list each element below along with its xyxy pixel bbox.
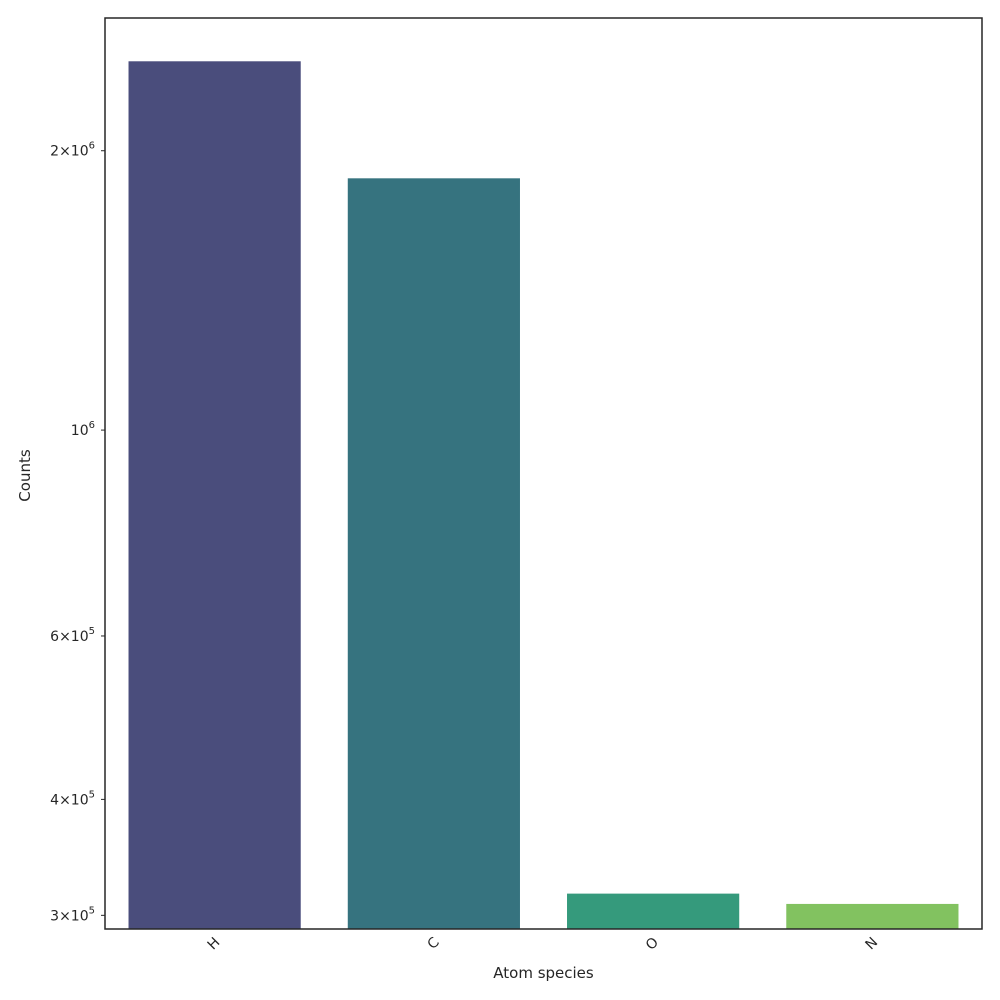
plot-frame xyxy=(104,17,983,930)
bar-C xyxy=(346,177,521,930)
y-tick-label: 3×105 xyxy=(50,905,95,924)
x-tick-label: H xyxy=(205,935,224,954)
bar-N xyxy=(785,902,960,930)
y-axis-label: Counts xyxy=(16,449,34,502)
bars-group xyxy=(127,60,960,930)
bar-O xyxy=(566,892,741,930)
x-tick-label: O xyxy=(643,935,662,954)
x-axis-label: Atom species xyxy=(493,964,594,982)
y-tick-label: 106 xyxy=(71,420,95,439)
x-tick-label: C xyxy=(424,934,442,952)
bar-H xyxy=(127,60,302,930)
y-ticks-group: 3×105 4×105 6×105 106 2×106 xyxy=(50,141,105,924)
x-tick-label: N xyxy=(862,935,881,954)
y-tick-label: 4×105 xyxy=(50,789,95,808)
y-tick-label: 6×105 xyxy=(50,626,95,645)
y-tick-label: 2×106 xyxy=(50,141,95,160)
